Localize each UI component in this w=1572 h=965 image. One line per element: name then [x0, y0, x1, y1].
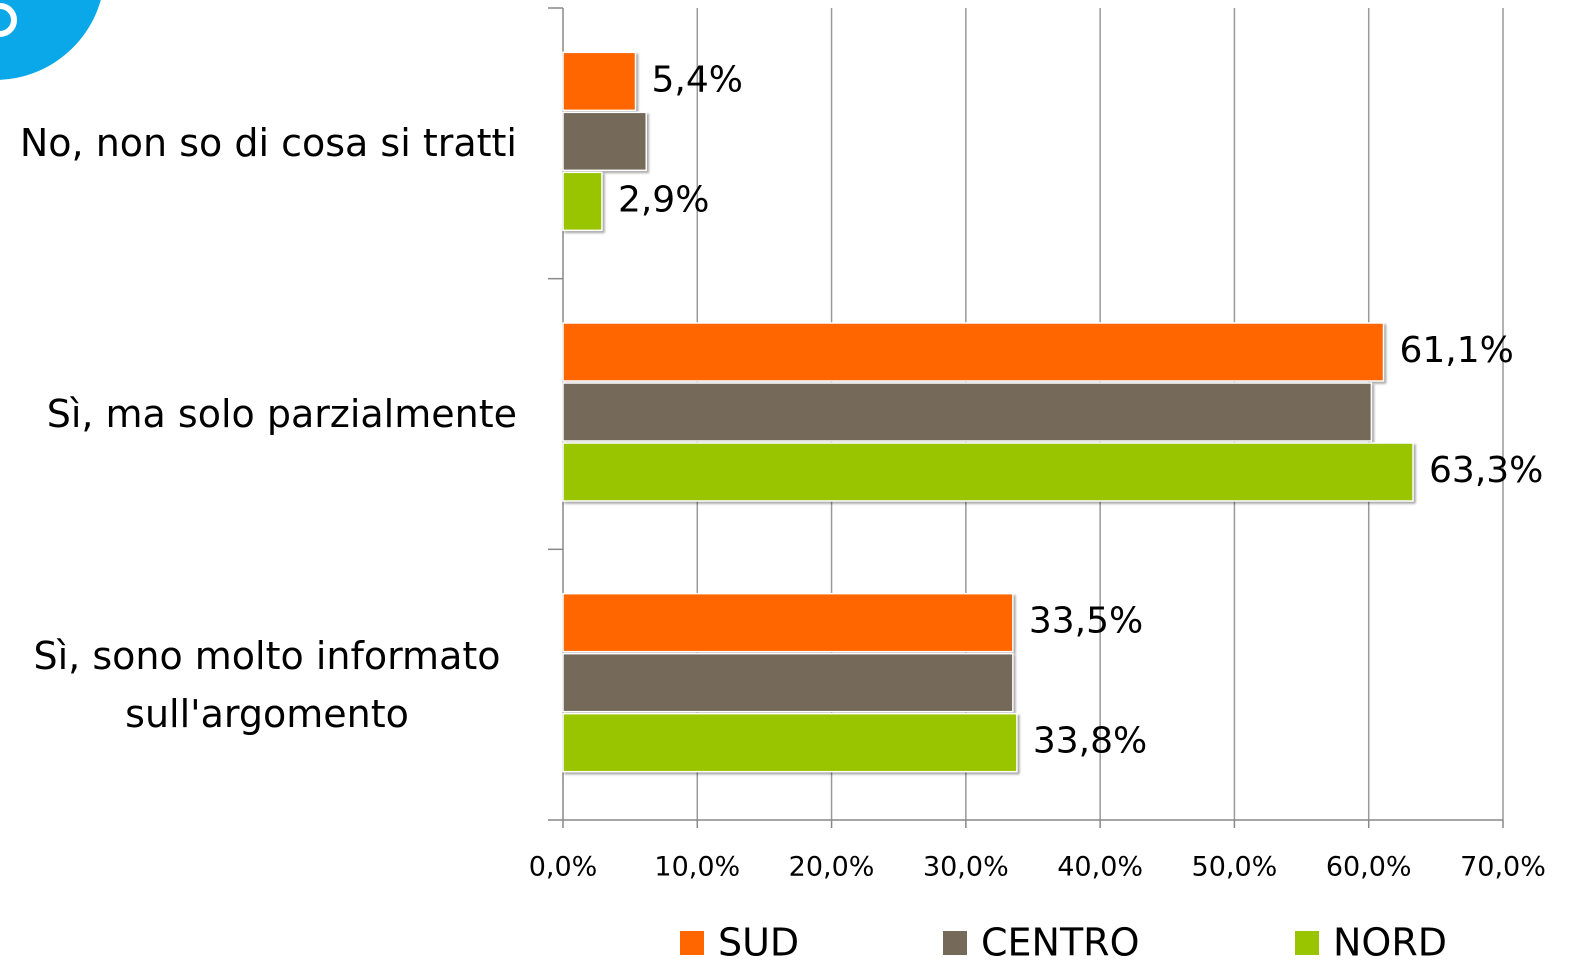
- x-tick-label: 40,0%: [1057, 852, 1143, 883]
- category-label: Sì, ma solo parzialmente: [0, 354, 517, 474]
- value-label: 33,8%: [1033, 721, 1147, 762]
- x-tick-label: 60,0%: [1326, 852, 1412, 883]
- bar: [562, 592, 1014, 653]
- value-label: 5,4%: [652, 59, 743, 100]
- value-label: 2,9%: [618, 179, 709, 220]
- category-text: No, non so di cosa si tratti: [19, 121, 517, 166]
- bar: [562, 382, 1373, 442]
- bar: [562, 712, 1018, 773]
- bar: [562, 652, 1014, 713]
- x-tick-label: 50,0%: [1192, 852, 1278, 883]
- value-label: 61,1%: [1399, 330, 1513, 371]
- legend-label: CENTRO: [981, 921, 1140, 965]
- bar: [562, 51, 637, 112]
- x-tick-label: 70,0%: [1460, 852, 1546, 883]
- legend-swatch: [680, 931, 704, 955]
- decor-icon: [0, 3, 17, 37]
- decor-circle: [0, 0, 101, 80]
- value-label: 63,3%: [1429, 450, 1543, 491]
- category-text: Sì, ma solo parzialmente: [46, 392, 517, 436]
- legend-label: SUD: [718, 921, 799, 965]
- bar: [562, 322, 1385, 382]
- category-text: Sì, sono molto informato sull'argomento: [33, 633, 501, 736]
- category-label: No, non so di cosa si tratti: [0, 83, 517, 203]
- bar: [562, 111, 648, 172]
- bar: [562, 171, 603, 232]
- x-tick-label: 30,0%: [923, 852, 1009, 883]
- legend-swatch: [1295, 931, 1319, 955]
- legend-swatch: [943, 931, 967, 955]
- x-tick-label: 20,0%: [789, 852, 875, 883]
- value-label: 33,5%: [1029, 601, 1143, 642]
- x-tick-label: 10,0%: [654, 852, 740, 883]
- category-label: Sì, sono molto informato sull'argomento: [0, 625, 517, 745]
- bar: [562, 442, 1414, 502]
- legend-label: NORD: [1333, 921, 1447, 965]
- x-tick-label: 0,0%: [529, 852, 598, 883]
